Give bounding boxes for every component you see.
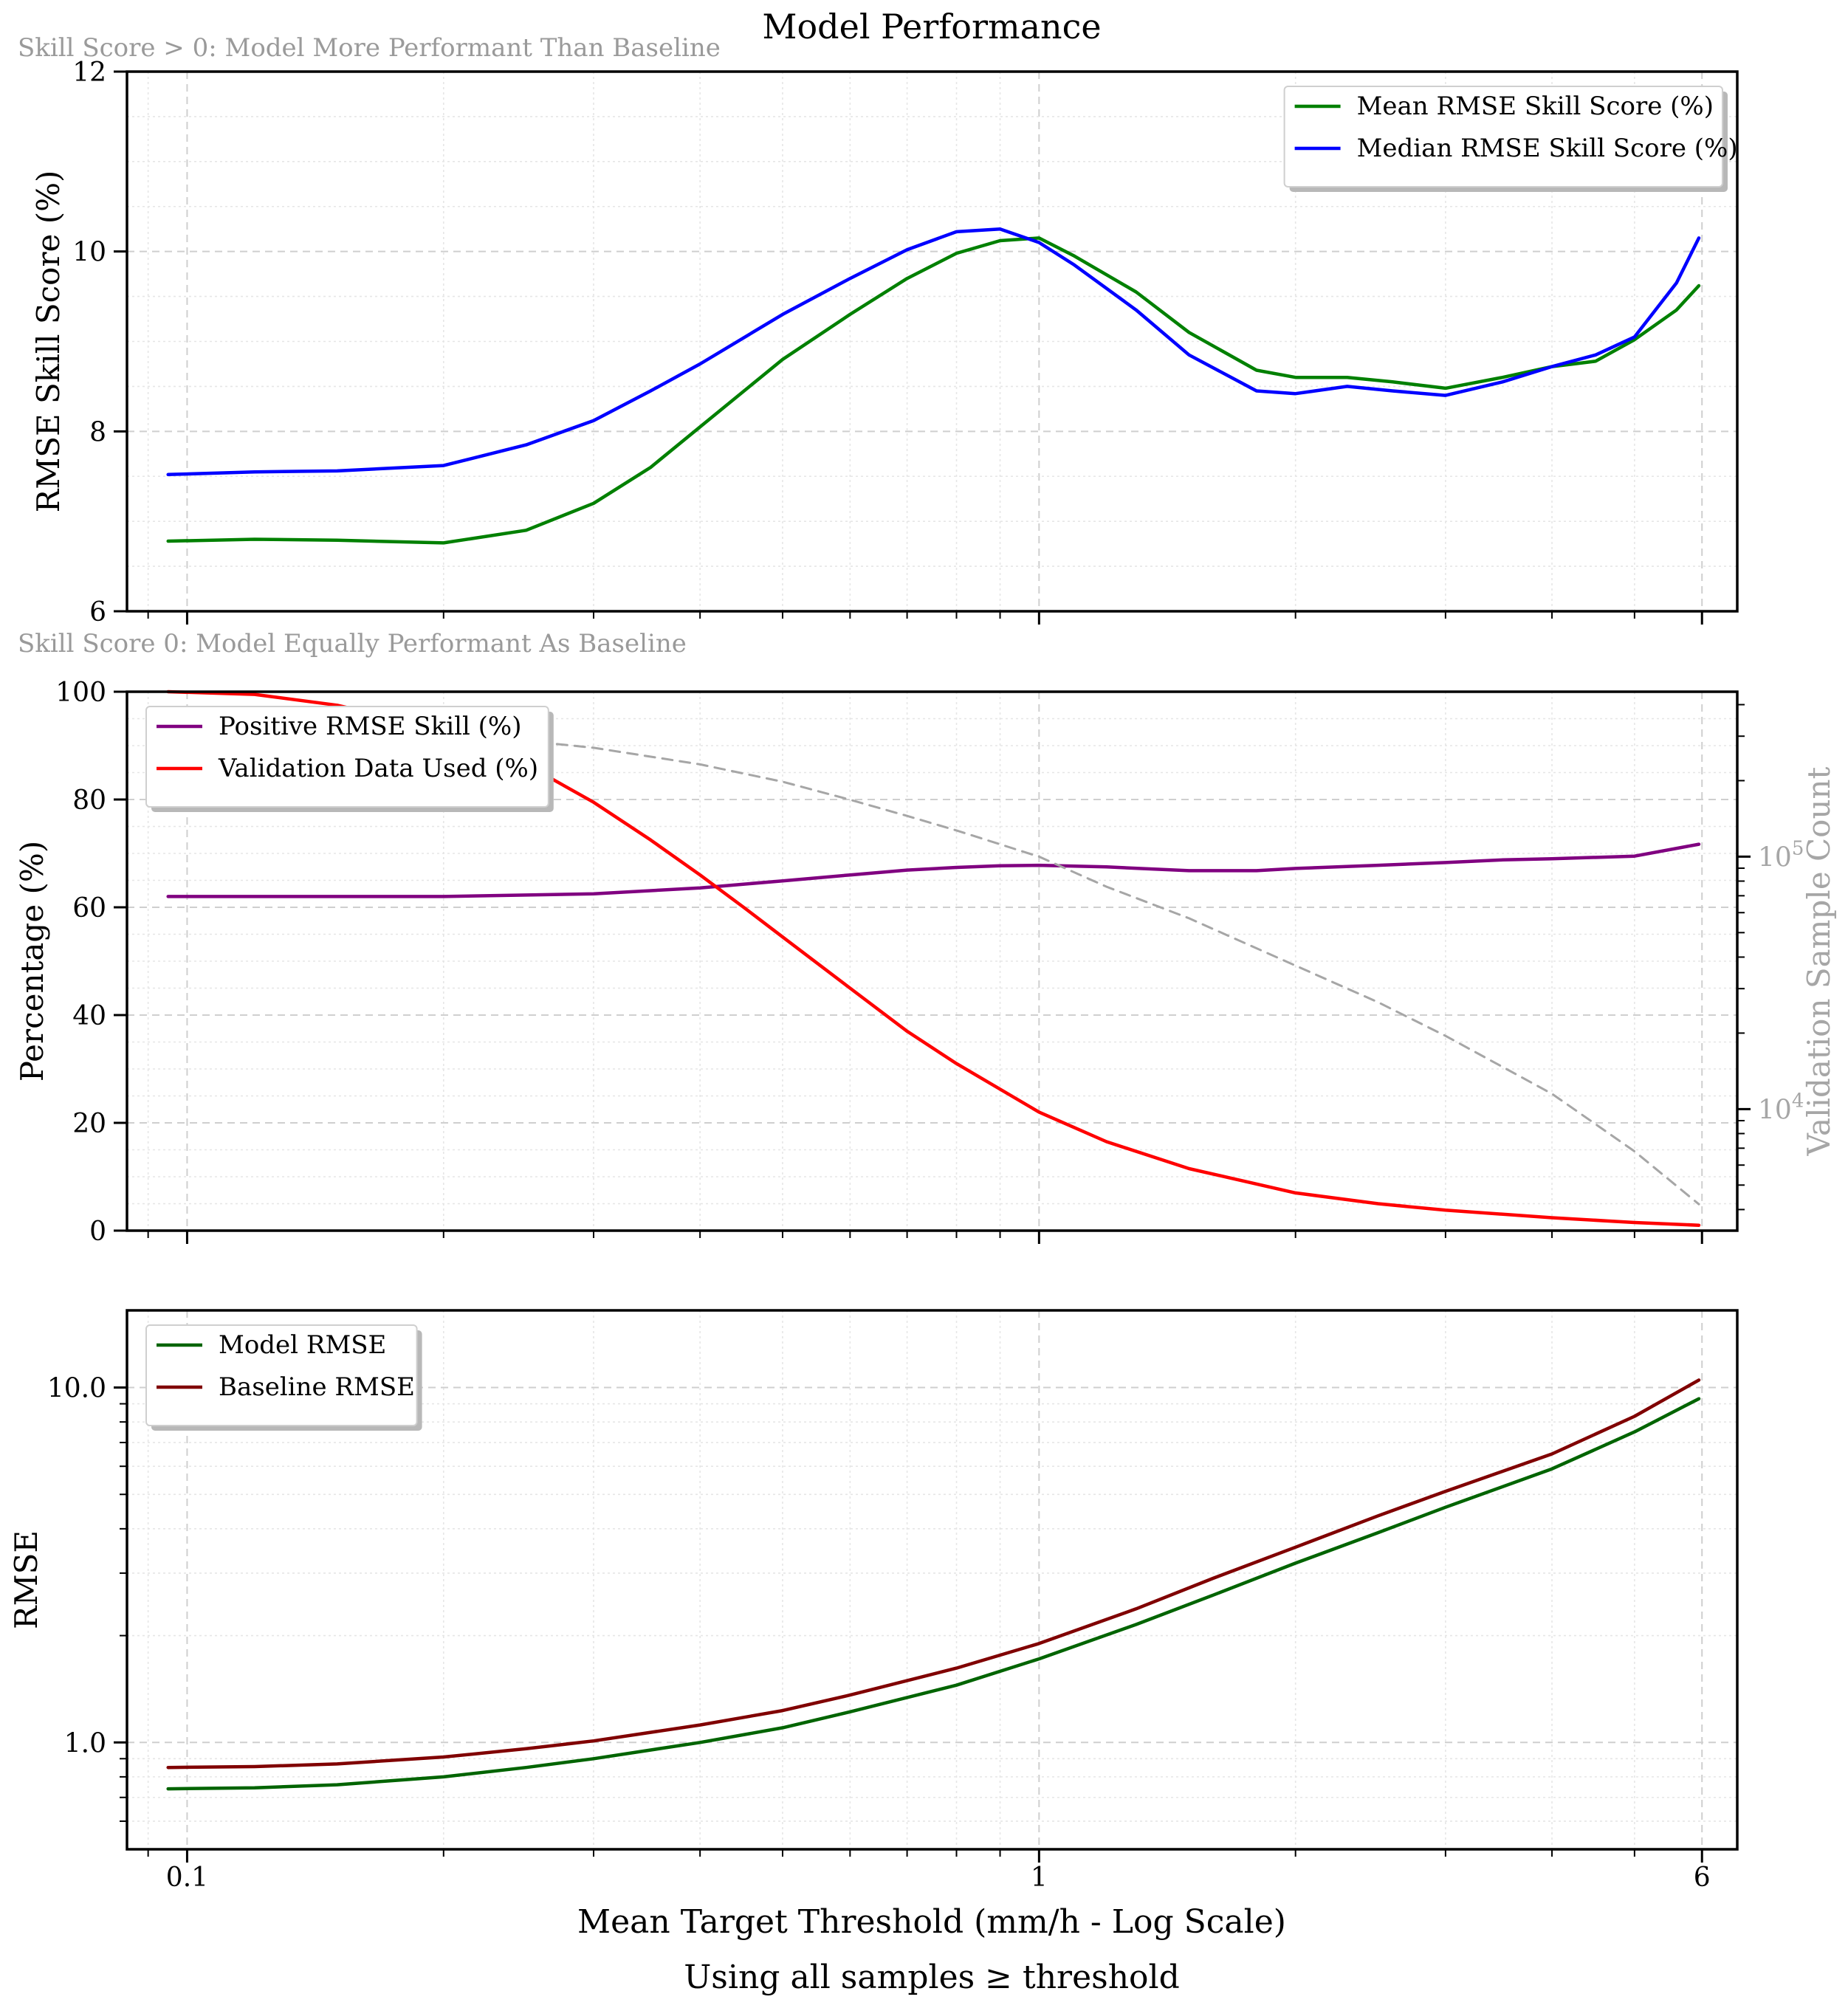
- skill-score-legend: Mean RMSE Skill Score (%) Median RMSE Ski…: [1283, 86, 1738, 192]
- secondary-tick-label: 104: [1758, 1090, 1804, 1125]
- legend-box: [145, 1324, 418, 1426]
- sample-count-ylabel: Validation Sample Count: [1801, 766, 1837, 1156]
- rmse-ticks: 1.0 10.0: [47, 1374, 1703, 1863]
- y-tick-label: 10.0: [47, 1374, 106, 1404]
- rmse-legend: Model RMSE Baseline RMSE: [145, 1324, 422, 1431]
- rmse-lines: [166, 1378, 1701, 1791]
- y-tick-label: 60: [72, 893, 106, 924]
- skill-score-lines: [166, 227, 1701, 545]
- skill-score-frame: [126, 70, 1739, 613]
- y-tick-label: 10: [72, 238, 106, 268]
- y-tick-label: 100: [55, 678, 106, 708]
- secondary-tick-label: 105: [1758, 837, 1804, 873]
- rmse-ylabel: RMSE: [8, 1530, 44, 1629]
- series-line-median-rmse-skill-score: [166, 227, 1701, 477]
- y-tick-label: 12: [72, 58, 106, 88]
- skill-score-ylabel: RMSE Skill Score (%): [30, 171, 66, 513]
- series-line-validation-sample-count: [167, 716, 1700, 1206]
- y-tick-label: 20: [72, 1109, 106, 1139]
- legend-label: Baseline RMSE: [219, 1372, 415, 1402]
- legend-label: Mean RMSE Skill Score (%): [1357, 92, 1714, 121]
- y-tick-label: 0: [89, 1217, 106, 1247]
- legend-label: Positive RMSE Skill (%): [219, 712, 521, 741]
- y-tick-label: 6: [89, 597, 106, 628]
- percentage-ylabel: Percentage (%): [14, 841, 50, 1082]
- y-tick-label: 8: [89, 417, 106, 447]
- x-tick-labels: 0.1 1 6: [166, 1863, 1711, 1893]
- middle-note: Skill Score 0: Model Equally Performant …: [18, 629, 687, 659]
- percentage-ticks: 0 20 40 60 80 100 104 105: [55, 678, 1804, 1247]
- skill-score-panel: 6 8 10 12 RMSE Skill Score (%) Mean RMSE Sk…: [30, 58, 1739, 628]
- x-axis-label: Mean Target Threshold (mm/h - Log Scale): [577, 1903, 1286, 1941]
- y-tick-label: 40: [72, 1001, 106, 1031]
- top-note: Skill Score > 0: Model More Performant T…: [18, 33, 721, 63]
- series-line-baseline-rmse: [166, 1378, 1701, 1770]
- series-line-mean-rmse-skill-score: [166, 236, 1701, 545]
- percentage-panel: 0 20 40 60 80 100 104 105 Percentage (%) Valida…: [14, 678, 1837, 1247]
- legend-box: [1283, 86, 1723, 188]
- x-axis-caption: Using all samples ≥ threshold: [684, 1959, 1180, 1996]
- figure-title: Model Performance: [762, 7, 1101, 47]
- skill-score-ticks: 6 8 10 12: [72, 58, 1703, 628]
- legend-label: Validation Data Used (%): [218, 754, 538, 783]
- legend-label: Model RMSE: [219, 1330, 386, 1360]
- percentage-legend: Positive RMSE Skill (%) Validation Data U…: [145, 706, 554, 812]
- series-line-positive-rmse-skill: [166, 842, 1701, 898]
- legend-label: Median RMSE Skill Score (%): [1357, 134, 1738, 163]
- legend-box: [145, 706, 549, 808]
- y-tick-label: 80: [72, 785, 106, 816]
- x-tick-label: 1: [1031, 1863, 1048, 1893]
- y-tick-label: 1.0: [64, 1728, 106, 1758]
- rmse-panel: 1.0 10.0 RMSE Model RMSE Baseline RMSE: [8, 1309, 1739, 1863]
- rmse-frame: [126, 1309, 1739, 1851]
- series-line-model-rmse: [166, 1397, 1701, 1791]
- percentage-frame: [126, 690, 1739, 1232]
- x-tick-label: 0.1: [166, 1863, 208, 1893]
- x-tick-label: 6: [1694, 1863, 1711, 1893]
